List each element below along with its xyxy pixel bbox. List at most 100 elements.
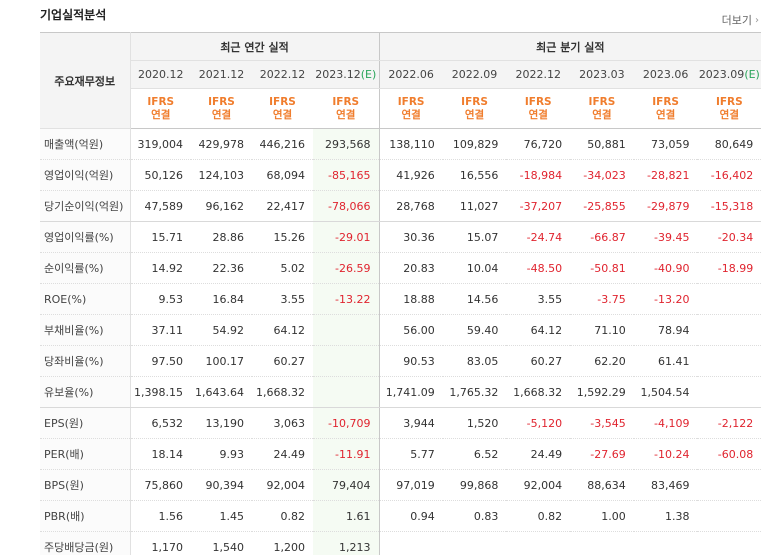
table-cell: 28.86 <box>191 221 252 253</box>
period-header: 2021.12 <box>191 60 252 89</box>
table-cell: 1.00 <box>570 500 634 532</box>
table-cell <box>379 531 443 555</box>
table-cell: 97,019 <box>379 469 443 501</box>
ifrs-label: IFRS <box>332 95 360 108</box>
table-cell: 96,162 <box>191 190 252 222</box>
consolidated-label: 연결 <box>464 108 485 121</box>
table-cell: 76,720 <box>506 128 571 160</box>
table-cell: 92,004 <box>506 469 571 501</box>
table-row: BPS(원) 75,860 90,394 92,004 79,404 97,019 99,8… <box>40 469 762 501</box>
table-cell: -15,318 <box>697 190 762 222</box>
table-cell: 47,589 <box>130 190 191 222</box>
table-cell: 9.53 <box>130 283 191 315</box>
table-cell: 1,200 <box>252 531 313 555</box>
table-cell: -3,545 <box>570 407 634 439</box>
table-cell: -60.08 <box>697 438 762 470</box>
annual-group-header: 최근 연간 실적 <box>130 32 380 61</box>
table-cell: -66.87 <box>570 221 634 253</box>
table-cell: 1,504.54 <box>633 376 698 408</box>
table-cell: 15.71 <box>130 221 191 253</box>
table-row: 매출액(억원) 319,004 429,978 446,216 293,568 138,1… <box>40 128 762 160</box>
table-cell: 1.45 <box>191 500 252 532</box>
table-cell: 97.50 <box>130 345 191 377</box>
table-cell: 71.10 <box>570 314 634 346</box>
table-cell: 41,926 <box>379 159 443 191</box>
period-label: 2022.06 <box>388 68 434 81</box>
table-cell: 30.36 <box>379 221 443 253</box>
row-label: 유보율(%) <box>40 376 131 408</box>
table-cell <box>697 314 762 346</box>
table-row: 당기순이익(억원) 47,589 96,162 22,417 -78,066 28,768… <box>40 190 762 222</box>
row-label: PBR(배) <box>40 500 131 532</box>
row-label: BPS(원) <box>40 469 131 501</box>
table-row: 부채비율(%) 37.11 54.92 64.12 56.00 59.40 64.12 71.… <box>40 314 762 346</box>
table-cell: 1,668.32 <box>506 376 571 408</box>
table-cell: 50,126 <box>130 159 191 191</box>
ifrs-badge: IFRS 연결 <box>506 88 571 129</box>
table-cell <box>506 531 571 555</box>
table-cell: 3.55 <box>252 283 313 315</box>
table-cell: 1,765.32 <box>442 376 507 408</box>
ifrs-badge: IFRS 연결 <box>130 88 191 129</box>
period-header: 2022.12 <box>506 60 571 89</box>
period-header: 2022.09 <box>442 60 507 89</box>
ifrs-label: IFRS <box>147 95 175 108</box>
table-cell: 1,643.64 <box>191 376 252 408</box>
table-cell: -34,023 <box>570 159 634 191</box>
table-cell <box>442 531 507 555</box>
row-label: 주당배당금(원) <box>40 531 131 555</box>
table-cell: -2,122 <box>697 407 762 439</box>
row-label: EPS(원) <box>40 407 131 439</box>
table-cell: -40.90 <box>633 252 698 284</box>
table-cell: 78.94 <box>633 314 698 346</box>
ifrs-badge: IFRS 연결 <box>379 88 443 129</box>
table-cell: 56.00 <box>379 314 443 346</box>
table-cell: -48.50 <box>506 252 571 284</box>
table-cell: 15.26 <box>252 221 313 253</box>
table-cell: 18.14 <box>130 438 191 470</box>
financial-table: 주요재무정보 최근 연간 실적 최근 분기 실적 2020.12 2021.12 2… <box>40 32 762 555</box>
more-link[interactable]: 더보기 › <box>722 12 759 28</box>
table-cell <box>697 531 762 555</box>
table-cell: 16,556 <box>442 159 507 191</box>
table-cell: -37,207 <box>506 190 571 222</box>
period-label: 2022.12 <box>259 68 306 81</box>
table-cell: 83,469 <box>633 469 698 501</box>
table-cell: 100.17 <box>191 345 252 377</box>
table-row: 당좌비율(%) 97.50 100.17 60.27 90.53 83.05 60.27 62… <box>40 345 762 377</box>
table-cell: 37.11 <box>130 314 191 346</box>
table-cell: 11,027 <box>442 190 507 222</box>
consolidated-label: 연결 <box>211 108 232 121</box>
table-cell: -24.74 <box>506 221 571 253</box>
table-cell: -3.75 <box>570 283 634 315</box>
table-cell: 0.82 <box>506 500 571 532</box>
consolidated-label: 연결 <box>272 108 293 121</box>
table-cell: 59.40 <box>442 314 507 346</box>
table-cell: 24.49 <box>506 438 571 470</box>
table-cell: -28,821 <box>633 159 698 191</box>
more-label: 더보기 <box>721 14 752 27</box>
table-cell: 22,417 <box>252 190 313 222</box>
period-label: 2020.12 <box>138 68 184 81</box>
table-cell: 1,741.09 <box>379 376 443 408</box>
period-header: 2022.12 <box>252 60 313 89</box>
ifrs-badge: IFRS 연결 <box>313 88 380 129</box>
table-cell: -4,109 <box>633 407 698 439</box>
table-cell: 14.92 <box>130 252 191 284</box>
table-cell: 5.77 <box>379 438 443 470</box>
table-cell: 90.53 <box>379 345 443 377</box>
period-header: 2023.12(E) <box>313 60 380 89</box>
table-cell: 60.27 <box>506 345 571 377</box>
table-cell: -78,066 <box>313 190 380 222</box>
ifrs-badge: IFRS 연결 <box>442 88 507 129</box>
table-cell: -13.20 <box>633 283 698 315</box>
table-cell <box>313 314 380 346</box>
table-cell: -10.24 <box>633 438 698 470</box>
table-row: PER(배) 18.14 9.93 24.49 -11.91 5.77 6.52 24.49-… <box>40 438 762 470</box>
consolidated-label: 연결 <box>151 108 171 121</box>
table-cell: 3,063 <box>252 407 313 439</box>
ifrs-badge: IFRS 연결 <box>252 88 313 129</box>
table-cell: 50,881 <box>570 128 634 160</box>
table-cell: 109,829 <box>442 128 507 160</box>
